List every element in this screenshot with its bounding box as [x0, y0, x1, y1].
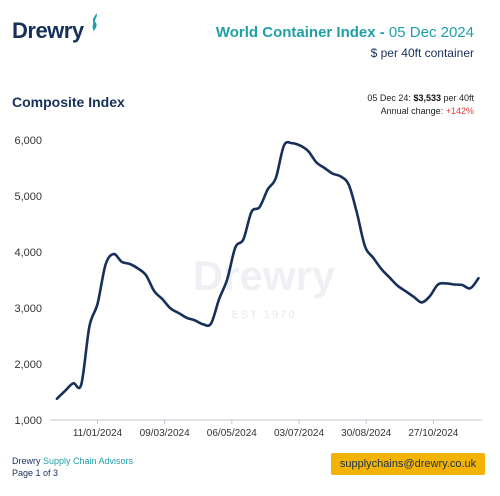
- drewry-logo: Drewry: [12, 18, 84, 43]
- y-tick-label: 4,000: [14, 247, 42, 259]
- x-tick-label: 11/01/2024: [73, 428, 123, 439]
- index-subtitle: $ per 40ft container: [370, 46, 474, 60]
- y-tick-label: 6,000: [14, 135, 42, 147]
- annual-change-value: +142%: [445, 106, 474, 116]
- annotation-value: $3,533: [413, 93, 441, 103]
- watermark: Drewry EST 1970: [193, 252, 336, 321]
- x-tick-label: 30/08/2024: [341, 428, 391, 439]
- x-tick-label: 27/10/2024: [408, 428, 458, 439]
- x-tick-label: 03/07/2024: [274, 428, 324, 439]
- annotation-unit: per 40ft: [440, 93, 474, 103]
- index-name: World Container Index -: [215, 24, 385, 41]
- annotation-date: 05 Dec 24:: [367, 93, 411, 103]
- flame-icon: [92, 13, 97, 31]
- annual-change-label: Annual change:: [380, 106, 444, 116]
- chart-title: Composite Index: [12, 94, 125, 110]
- y-tick-label: 2,000: [14, 359, 42, 371]
- footer-division: Supply Chain Advisors: [40, 456, 134, 466]
- index-title: World Container Index - 05 Dec 2024: [216, 24, 474, 41]
- index-date: 05 Dec 2024: [384, 24, 474, 41]
- footer-credit: Drewry Supply Chain Advisors Page 1 of 3: [12, 455, 133, 479]
- x-tick-label: 09/03/2024: [140, 428, 190, 439]
- watermark-est: EST 1970: [232, 309, 297, 321]
- latest-annotation: 05 Dec 24: $3,533 per 40ft Annual change…: [367, 92, 474, 118]
- y-tick-label: 3,000: [14, 303, 42, 315]
- footer-brand: Drewry: [12, 456, 41, 466]
- y-tick-label: 5,000: [14, 191, 42, 203]
- x-tick-label: 06/05/2024: [207, 428, 257, 439]
- contact-email-button[interactable]: supplychains@drewry.co.uk: [331, 453, 485, 475]
- y-tick-label: 1,000: [14, 415, 42, 427]
- watermark-text: Drewry: [193, 252, 336, 299]
- composite-index-line: [55, 140, 480, 400]
- page-number: Page 1 of 3: [12, 468, 59, 478]
